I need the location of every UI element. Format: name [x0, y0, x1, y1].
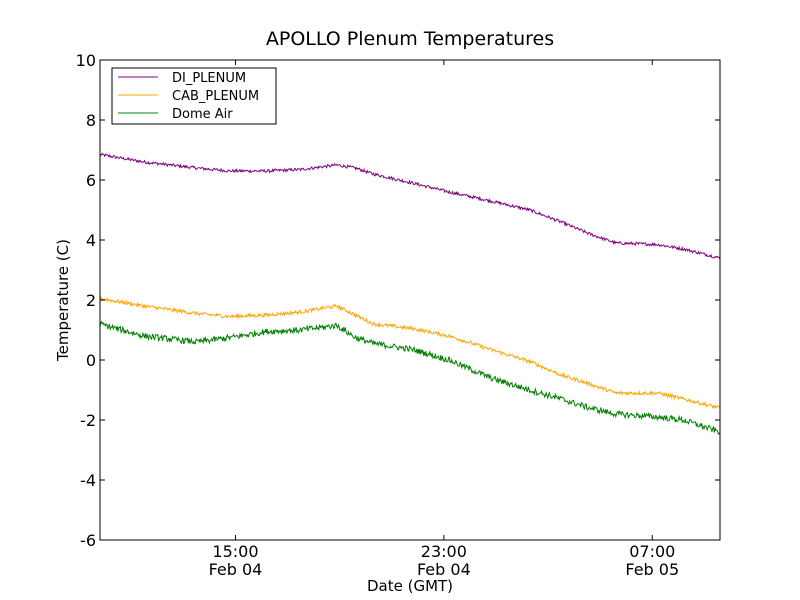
series-line-cab-plenum — [100, 295, 720, 410]
y-axis: -6 -4 -2 0 2 4 6 8 10 — [76, 51, 720, 550]
y-tick-label: 10 — [76, 51, 96, 70]
legend: DI_PLENUM CAB_PLENUM Dome Air — [111, 67, 277, 125]
y-tick-label: -2 — [80, 411, 96, 430]
chart-title: APOLLO Plenum Temperatures — [266, 28, 554, 50]
x-tick-time-label: 07:00 — [629, 542, 675, 561]
x-tick-date-label: Feb 04 — [417, 560, 471, 579]
y-axis-label: Temperature (C) — [54, 239, 72, 362]
x-axis-label: Date (GMT) — [367, 577, 453, 595]
x-tick-time-label: 15:00 — [212, 542, 258, 561]
y-tick-label: -6 — [80, 531, 96, 550]
x-tick-date-label: Feb 05 — [625, 560, 679, 579]
x-tick-date-label: Feb 04 — [209, 560, 263, 579]
series-line-dome-air — [100, 320, 720, 435]
legend-label: DI_PLENUM — [172, 71, 246, 86]
legend-label: CAB_PLENUM — [172, 89, 259, 104]
y-tick-label: -4 — [80, 471, 96, 490]
y-tick-label: 8 — [86, 111, 96, 130]
legend-label: Dome Air — [172, 107, 233, 122]
series-line-di-plenum — [100, 152, 720, 260]
x-tick-time-label: 23:00 — [421, 542, 467, 561]
y-tick-label: 6 — [86, 171, 96, 190]
y-tick-label: 2 — [86, 291, 96, 310]
y-tick-label: 0 — [86, 351, 96, 370]
y-tick-label: 4 — [86, 231, 96, 250]
series-layer — [100, 152, 720, 435]
